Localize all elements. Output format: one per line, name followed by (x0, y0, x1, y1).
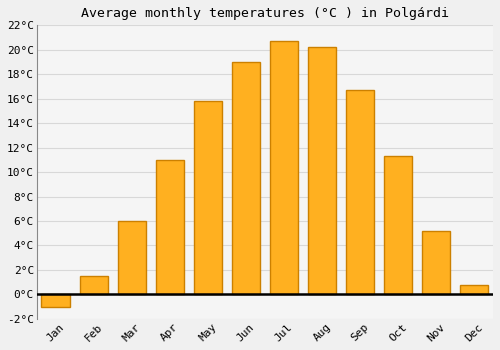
Title: Average monthly temperatures (°C ) in Polgárdi: Average monthly temperatures (°C ) in Po… (81, 7, 449, 20)
Bar (384, 156, 412, 294)
Bar (118, 221, 146, 294)
Bar (346, 90, 374, 294)
Bar (270, 41, 298, 294)
Bar (422, 231, 450, 294)
Bar (460, 285, 488, 294)
Bar (194, 101, 222, 294)
Bar (232, 62, 260, 294)
Bar (308, 47, 336, 294)
Bar (156, 160, 184, 294)
Bar (80, 276, 108, 294)
Bar (42, 294, 70, 307)
